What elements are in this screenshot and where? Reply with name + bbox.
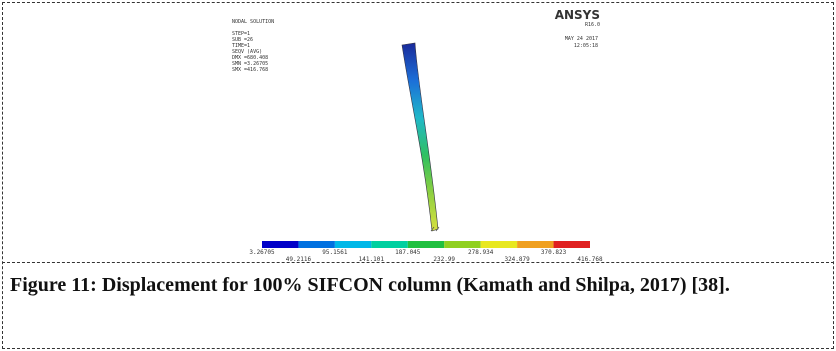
divider [2, 262, 834, 263]
legend-label: 370.823 [541, 249, 567, 256]
legend-swatch [481, 241, 517, 248]
legend-swatch [408, 241, 444, 248]
legend-label: 3.26705 [249, 249, 275, 256]
caption: Figure 11: Displacement for 100% SIFCON … [10, 270, 825, 300]
page: {"figure": { "header": {"title": "NODAL … [0, 0, 836, 351]
legend-label: 324.879 [504, 256, 530, 262]
legend-swatch [371, 241, 407, 248]
header-line: SMX =416.768 [232, 67, 268, 73]
plot-background [226, 7, 606, 262]
brand: ANSYS [555, 8, 600, 22]
legend-swatch [517, 241, 553, 248]
legend-label: 416.768 [577, 256, 603, 262]
time: 12:05:18 [574, 43, 598, 49]
legend-label: 278.934 [468, 249, 494, 256]
legend-swatch [335, 241, 371, 248]
date: MAY 24 2017 [565, 36, 598, 42]
legend-swatch [444, 241, 480, 248]
legend-label: 95.1561 [322, 249, 348, 256]
legend-label: 141.101 [359, 256, 385, 262]
legend-label: 187.045 [395, 249, 421, 256]
legend-label: 49.2116 [286, 256, 312, 262]
legend-swatch [262, 241, 298, 248]
legend-label: 232.99 [433, 256, 455, 262]
version: R16.0 [585, 22, 600, 28]
legend-swatch [298, 241, 334, 248]
legend-swatch [554, 241, 590, 248]
plot-title: NODAL SOLUTION [232, 19, 274, 25]
